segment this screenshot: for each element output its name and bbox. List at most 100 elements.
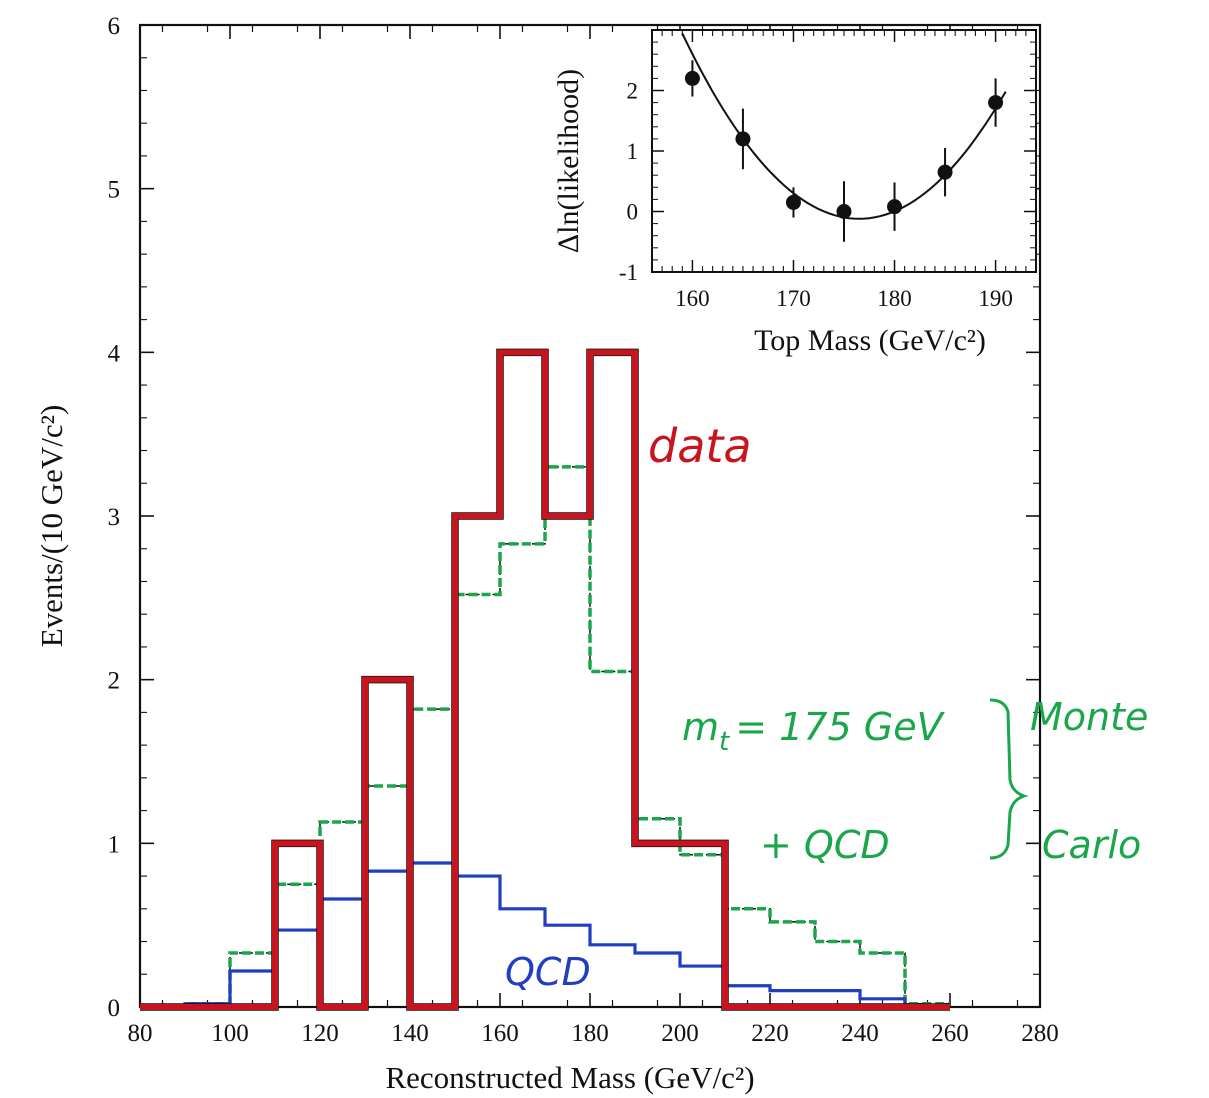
histogram-bin [455,593,500,597]
histogram-bin [860,997,905,1001]
histogram-bin [635,817,680,821]
data-point [785,194,801,210]
histogram-bin [365,784,410,788]
histogram-bin [320,820,365,824]
qcd-series-label: QCD [505,950,591,994]
y-tick-label: 4 [108,340,121,367]
histogram-bin [365,869,410,873]
histogram-bin [770,1005,815,1009]
annotations: data mt = 175 GeV + QCD Monte Carlo QCD [505,419,1148,994]
histogram-bin [230,951,275,955]
histogram-bin [545,923,590,927]
histogram-bin [410,707,455,711]
y-tick-label: 3 [108,504,121,531]
main-series [140,348,950,1011]
inset-x-tick-label: 160 [675,286,710,311]
y-axis-title: Events/(10 GeV/c²) [34,405,69,648]
histogram-line [140,349,950,1010]
histogram-bin [410,861,455,865]
histogram-bin [590,943,635,947]
x-tick-label: 240 [841,1020,879,1047]
histogram-bin [680,841,725,845]
mc-series-label-line1: mt = 175 GeV [682,705,946,757]
y-tick-label: 0 [108,995,121,1022]
x-tick-label: 80 [128,1020,153,1047]
histogram-bin [590,669,635,673]
main-plot: 80 100 120 140 160 180 200 220 240 260 2800123456 … [34,13,1059,1095]
x-tick-label: 180 [571,1020,609,1047]
data-point [836,204,852,219]
histogram-bin [230,1005,275,1009]
histogram-bin [860,951,905,955]
inset-y-tick-label: 2 [627,79,639,104]
histogram-bin [815,940,860,944]
histogram-bin [455,874,500,878]
histogram-bin [500,542,545,546]
mc-series-label-subscript: t [719,727,730,757]
histogram-bin [140,1005,185,1009]
histogram-bin [545,514,590,518]
x-tick-label: 220 [751,1020,789,1047]
histogram-bin [770,920,815,924]
mc-series-label-m: m [682,705,719,749]
data-point [937,164,953,180]
histogram-bin [725,984,770,988]
histogram-bin [725,1005,770,1009]
x-tick-label: 140 [391,1020,429,1047]
monte-carlo-label-line1: Monte [1030,695,1148,739]
series-data [140,348,950,1011]
x-axis-title: Reconstructed Mass (GeV/c²) [385,1060,754,1095]
inset-y-tick-label: 1 [627,139,639,164]
histogram-bin [275,882,320,886]
inset-y-axis-title: Δln(likelihood) [552,69,585,253]
mc-series-label-rest: = 175 GeV [735,705,945,749]
likelihood-point [684,60,700,97]
histogram-bin [500,350,545,354]
histogram-bin [815,989,860,993]
y-tick-label: 2 [108,668,121,695]
likelihood-point [785,187,801,218]
histogram-bin [275,928,320,932]
x-tick-label: 100 [211,1020,249,1047]
x-tick-label: 160 [481,1020,519,1047]
histogram-bin [860,1005,905,1009]
histogram-bin [320,1005,365,1009]
y-tick-label: 5 [108,177,121,204]
likelihood-point [836,181,852,242]
likelihood-point [937,147,953,197]
inset-x-tick-label: 180 [877,286,912,311]
y-tick-label: 6 [108,13,121,40]
histogram-bin [455,514,500,518]
inset-tick-labels: 160 170 180 190 -1 0 1 2 [619,79,1013,312]
histogram-bin [365,678,410,682]
monte-carlo-label-line2: Carlo [1042,823,1141,867]
inset-y-tick-label: 0 [627,200,639,225]
histogram-bin [410,1005,455,1009]
histogram-bin [320,897,365,901]
likelihood-point [988,78,1004,127]
inset-x-tick-label: 170 [776,286,811,311]
histogram-bin [680,964,725,968]
histogram-bin [590,350,635,354]
histogram-bin [275,841,320,845]
likelihood-point [887,182,903,231]
inset-plot: 160 170 180 190 -1 0 1 2 Top Mass (GeV/c²) Δln(… [552,29,1037,357]
histogram-bin [680,853,725,857]
inset-y-tick-label: -1 [619,260,638,285]
likelihood-points [684,60,1004,242]
histogram-bin [725,907,770,911]
histogram-bin [545,465,590,469]
histogram-bin [635,841,680,845]
y-tick-label: 1 [108,831,121,858]
histogram-bin [770,989,815,993]
histogram-bin [230,969,275,973]
histogram-bin [635,951,680,955]
inset-x-axis-title: Top Mass (GeV/c²) [754,324,986,357]
x-tick-label: 200 [661,1020,699,1047]
histogram-bin [815,1005,860,1009]
data-series-label: data [648,419,752,473]
x-tick-label: 120 [301,1020,339,1047]
data-point [988,95,1004,111]
